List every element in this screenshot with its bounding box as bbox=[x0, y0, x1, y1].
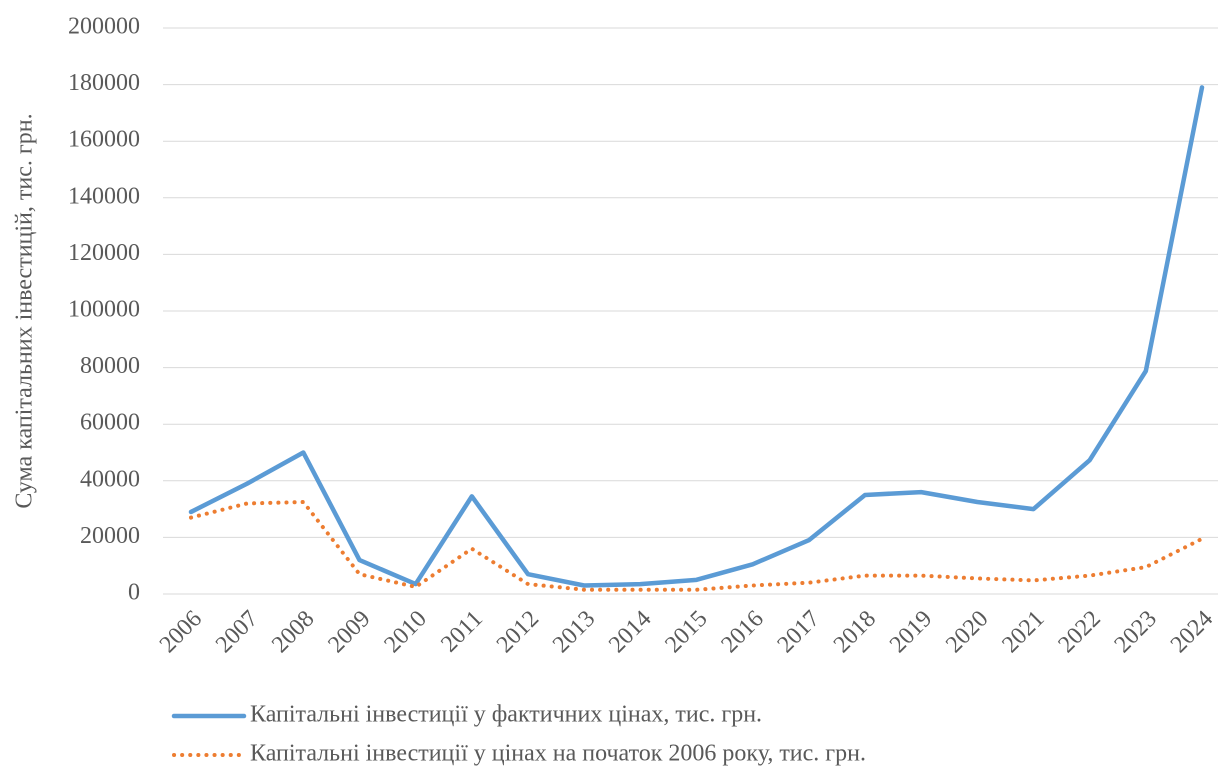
y-tick-label: 0 bbox=[128, 580, 140, 606]
line-series bbox=[188, 85, 1205, 588]
legend-label: Капітальні інвестиції у фактичних цінах,… bbox=[250, 702, 762, 728]
y-tick-label: 60000 bbox=[80, 410, 140, 436]
y-tick-label: 100000 bbox=[68, 297, 140, 323]
y-tick-label: 80000 bbox=[80, 353, 140, 379]
y-axis-label: Сума капітальних інвестицій, тис. грн. bbox=[12, 113, 38, 508]
legend-label: Капітальні інвестиції у цінах на початок… bbox=[250, 741, 866, 767]
y-tick-label: 20000 bbox=[80, 523, 140, 549]
line-series bbox=[189, 500, 1204, 592]
y-tick-label: 120000 bbox=[68, 240, 140, 266]
y-tick-label: 180000 bbox=[68, 70, 140, 96]
y-tick-label: 200000 bbox=[68, 14, 140, 40]
y-tick-label: 40000 bbox=[80, 466, 140, 492]
y-tick-label: 140000 bbox=[68, 183, 140, 209]
y-tick-label: 160000 bbox=[68, 127, 140, 153]
